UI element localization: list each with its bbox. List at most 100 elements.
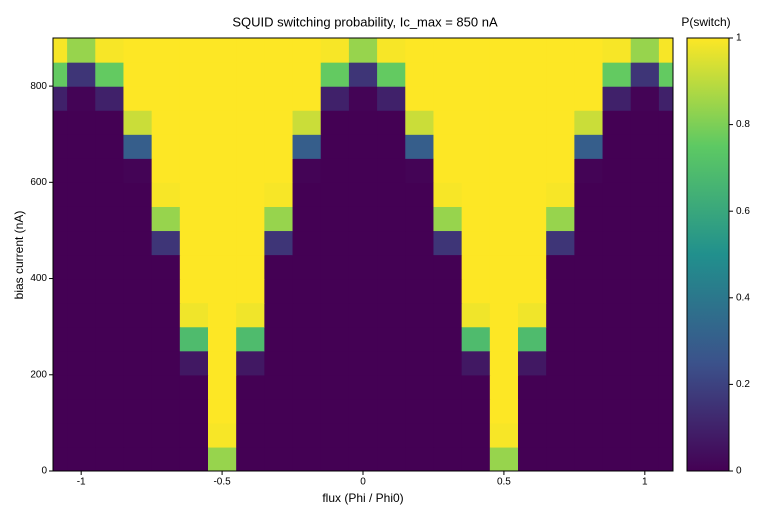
heatmap-cell [658,86,673,111]
heatmap-cell [264,254,294,280]
heatmap-cell [123,278,153,304]
heatmap-cell [546,38,575,63]
heatmap-cell [292,38,322,63]
heatmap-cell [574,182,604,207]
heatmap-cell [489,230,519,256]
heatmap-cell [461,446,491,471]
x-tick-label: 0 [360,477,366,488]
heatmap-cell [236,326,265,352]
heatmap-cell [236,182,265,207]
heatmap-cell [208,62,237,87]
heatmap-cell [179,62,209,87]
heatmap-cell [433,230,463,256]
heatmap-cell [264,62,294,87]
heatmap-cell [95,158,125,183]
heatmap-cell [433,254,463,280]
heatmap-cell [377,38,406,63]
heatmap-cell [179,206,209,232]
heatmap-cell [53,326,68,352]
heatmap-cell [151,158,181,183]
heatmap-cell [433,38,463,63]
heatmap-cell [658,302,673,328]
heatmap-cell [658,254,673,280]
heatmap-cell [546,158,575,183]
heatmap-cell [179,86,209,111]
heatmap-cell [208,374,237,400]
heatmap-cell [208,398,237,424]
heatmap-cell [320,182,350,207]
heatmap-cell [405,398,435,424]
heatmap-cell [658,182,673,207]
colorbar-tick-label: 0 [736,466,742,477]
heatmap-cell [208,278,237,304]
heatmap-cell [320,254,350,280]
heatmap-cell [348,86,378,111]
heatmap-cell [574,62,604,87]
heatmap-cell [123,230,153,256]
heatmap-cell [489,302,519,328]
heatmap-cell [123,254,153,280]
heatmap-cell [377,398,406,424]
heatmap-cell [377,374,406,400]
heatmap-cell [574,398,604,424]
heatmap-cell [208,206,237,232]
heatmap-cell [123,134,153,159]
colorbar-title: P(switch) [681,15,730,29]
heatmap-cell [658,38,673,63]
heatmap-cell [461,326,491,352]
heatmap-cell [179,38,209,63]
heatmap-cell [292,110,322,135]
heatmap-cell [602,230,632,256]
heatmap-cell [348,134,378,159]
heatmap-cell [236,374,265,400]
heatmap-cell [67,374,96,400]
heatmap-cell [602,86,632,111]
y-axis-label: bias current (nA) [12,211,26,300]
x-tick-label: 0.5 [497,477,511,488]
heatmap-cell [433,422,463,448]
heatmap-cell [208,86,237,111]
heatmap-cell [123,302,153,328]
heatmap-cell [489,326,519,352]
heatmap-cell [151,374,181,400]
heatmap-cell [602,254,632,280]
heatmap-cell [518,62,547,87]
heatmap-cell [179,422,209,448]
heatmap-cell [236,158,265,183]
heatmap-cell [67,134,96,159]
heatmap-cell [405,422,435,448]
heatmap-cell [405,62,435,87]
heatmap-cell [546,326,575,352]
heatmap-cell [320,302,350,328]
heatmap-cell [461,230,491,256]
heatmap-cell [95,134,125,159]
heatmap-cell [489,254,519,280]
heatmap-cell [67,38,96,63]
heatmap-cell [433,182,463,207]
heatmap-cell [348,446,378,471]
heatmap-cell [518,254,547,280]
heatmap-cell [151,278,181,304]
heatmap-cell [67,62,96,87]
heatmap-cell [264,278,294,304]
heatmap-cell [348,38,378,63]
heatmap-cell [433,86,463,111]
heatmap-cell [151,302,181,328]
heatmap-cell [264,422,294,448]
heatmap-cell [236,134,265,159]
heatmap-cell [518,446,547,471]
heatmap-cell [658,398,673,424]
heatmap-cell [461,350,491,376]
x-tick-label: 1 [642,477,648,488]
heatmap-cell [405,86,435,111]
heatmap-cell [123,374,153,400]
heatmap-cell [433,110,463,135]
heatmap-cell [151,206,181,232]
heatmap-cell [405,134,435,159]
heatmap-cell [95,62,125,87]
heatmap-cell [433,62,463,87]
heatmap-cell [95,230,125,256]
heatmap-cell [123,446,153,471]
heatmap-cell [236,254,265,280]
heatmap-cell [320,398,350,424]
